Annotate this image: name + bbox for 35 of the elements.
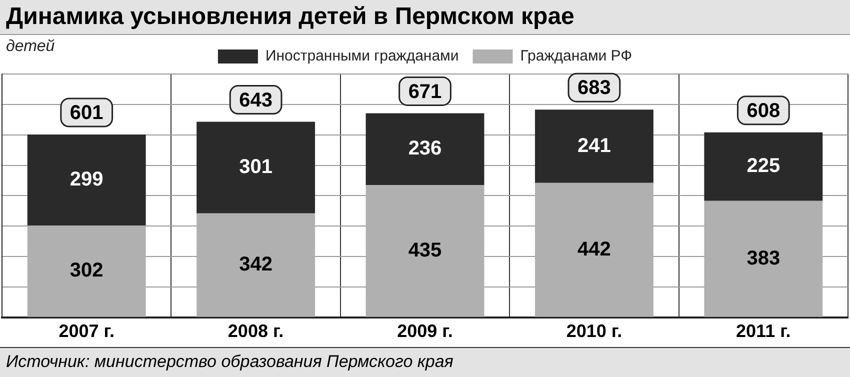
data-label: 442 [578,238,611,260]
total-label: 671 [408,80,442,103]
total-label: 608 [746,100,780,122]
x-tick-label: 2008 г. [228,321,284,342]
total-label: 601 [70,102,104,124]
bar [704,132,823,201]
bar [366,185,484,317]
data-label: 299 [70,168,104,191]
data-label: 435 [408,239,442,262]
legend-label: Иностранными гражданами [265,48,459,65]
data-label: 342 [239,254,272,276]
x-tick-label: 2009 г. [397,321,453,342]
bar [704,200,823,317]
bar [366,113,484,186]
bar [27,226,146,317]
total-label: 683 [578,77,611,100]
data-label: 241 [578,134,611,157]
legend-label: Гражданами РФ [520,48,632,65]
x-tick-label: 2011 г. [736,321,791,342]
data-label: 236 [408,138,442,160]
data-label: 302 [70,260,104,282]
bar [196,213,316,317]
bar [196,122,316,214]
x-tick-label: 2007 г. [58,321,114,342]
x-tick-label: 2010 г. [566,321,622,342]
bar [534,182,654,317]
data-label: 301 [239,156,272,178]
total-label: 643 [239,89,272,112]
y-axis-title: детей [6,38,55,56]
text: Источник: министерство образования Пермского края [0,347,850,377]
data-label: 383 [746,247,780,270]
data-label: 225 [746,155,780,178]
bar [534,110,654,183]
bar [27,134,146,226]
chart-title: Динамика усыновления детей в Пермском крае [0,0,850,35]
